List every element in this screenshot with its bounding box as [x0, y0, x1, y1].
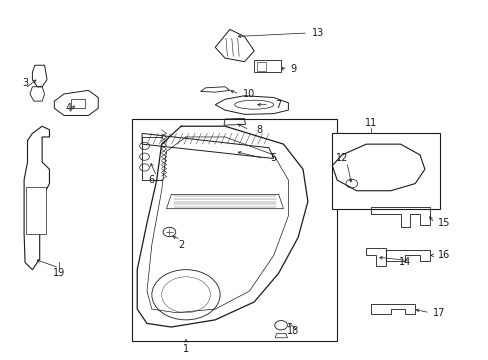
- Text: 5: 5: [270, 153, 276, 163]
- Text: 3: 3: [22, 78, 28, 88]
- Text: 11: 11: [365, 118, 377, 128]
- Bar: [132, 119, 336, 341]
- Text: 19: 19: [53, 268, 65, 278]
- Bar: [71, 99, 85, 108]
- Text: 6: 6: [148, 175, 155, 185]
- Text: 16: 16: [437, 250, 449, 260]
- Text: 15: 15: [437, 218, 449, 228]
- Text: 2: 2: [178, 239, 184, 249]
- Text: 18: 18: [286, 325, 299, 336]
- Text: 4: 4: [66, 103, 72, 113]
- Bar: [256, 62, 266, 71]
- Bar: [254, 60, 281, 72]
- Text: 7: 7: [275, 100, 281, 110]
- Text: 12: 12: [335, 153, 347, 163]
- Bar: [26, 187, 45, 234]
- Text: 10: 10: [243, 89, 255, 99]
- Text: 13: 13: [311, 28, 323, 38]
- Text: 14: 14: [399, 257, 411, 267]
- Text: 8: 8: [256, 125, 262, 135]
- Text: 17: 17: [432, 308, 445, 318]
- Text: 9: 9: [289, 64, 296, 74]
- Bar: [331, 134, 439, 209]
- Text: 1: 1: [183, 343, 189, 354]
